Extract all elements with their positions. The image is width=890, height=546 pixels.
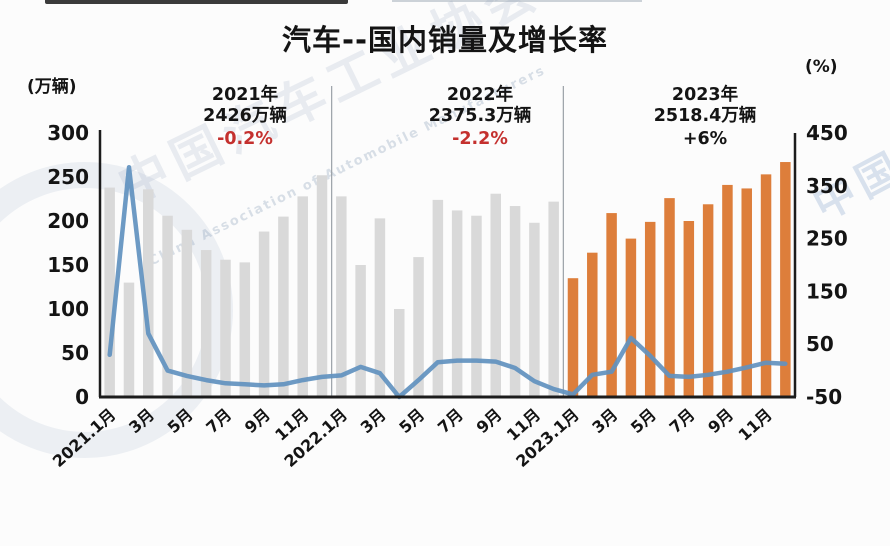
- sales-bar: [451, 210, 463, 397]
- sales-bar: [336, 196, 347, 397]
- sales-bar: [432, 199, 444, 397]
- sales-bar: [297, 196, 308, 397]
- sales-bar: [200, 250, 212, 397]
- right-axis-tick-label: 150: [806, 279, 848, 303]
- x-axis-tick-label: 11月: [735, 405, 776, 445]
- annotation-2021-growth: -0.2%: [217, 129, 273, 149]
- sales-bar: [316, 175, 328, 397]
- sales-bar: [143, 189, 154, 397]
- annotation-2022-growth: -2.2%: [452, 129, 508, 149]
- left-axis-tick-label: 300: [47, 121, 89, 145]
- annotation-2023-year: 2023年: [671, 85, 739, 105]
- annotation-2022-volume: 2375.3万辆: [428, 106, 532, 126]
- left-axis-tick-label: 200: [47, 209, 89, 233]
- annotation-2022-year: 2022年: [446, 85, 514, 105]
- sales-bar: [702, 204, 714, 397]
- sales-bar: [220, 259, 231, 397]
- sales-bar: [567, 278, 579, 397]
- x-axis-tick-label: 5月: [627, 405, 660, 437]
- sales-bar: [278, 216, 289, 397]
- sales-bar: [393, 309, 405, 397]
- sales-bar: [413, 257, 424, 397]
- right-axis-tick-label: -50: [806, 385, 842, 409]
- x-axis-tick-label: 3月: [588, 405, 621, 437]
- sales-bar: [239, 262, 251, 397]
- cutoff-text-remnant-faint: [392, 0, 642, 2]
- left-axis-tick-label: 150: [47, 253, 89, 277]
- x-axis-tick-label: 3月: [357, 405, 390, 437]
- annotation-2021-year: 2021年: [211, 85, 279, 105]
- sales-bar: [741, 188, 752, 397]
- sales-bar: [606, 213, 617, 397]
- x-axis-tick-label: 9月: [473, 405, 506, 437]
- left-axis-tick-label: 50: [61, 341, 89, 365]
- sales-bar: [722, 184, 733, 397]
- x-axis-tick-label: 7月: [666, 405, 699, 437]
- annotation-2023-volume: 2518.4万辆: [653, 106, 757, 126]
- watermark-circle: [0, 162, 233, 458]
- sales-bar: [181, 229, 193, 397]
- sales-bar: [374, 218, 386, 397]
- right-axis-unit-label: (%): [805, 57, 838, 77]
- sales-bar: [104, 187, 115, 397]
- left-axis-tick-label: 100: [47, 297, 89, 321]
- x-axis-tick-label: 7月: [434, 405, 467, 437]
- sales-bar: [355, 265, 366, 397]
- sales-bar: [490, 193, 502, 397]
- left-axis-tick-label: 250: [47, 165, 89, 189]
- annotation-2023: 2023年 2518.4万辆 +6%: [600, 85, 810, 150]
- x-axis-tick-label: 9月: [704, 405, 737, 437]
- annotation-2021-volume: 2426万辆: [203, 106, 287, 126]
- sales-bar: [509, 206, 521, 397]
- right-axis-tick-label: 50: [806, 332, 834, 356]
- x-axis-tick-label: 7月: [202, 405, 235, 437]
- sales-bar: [123, 282, 135, 397]
- growth-rate-line: [107, 165, 788, 400]
- sales-bar: [664, 198, 675, 397]
- chart-title: 汽车--国内销量及增长率: [281, 23, 609, 57]
- sales-bar: [258, 231, 270, 397]
- annotation-2022: 2022年 2375.3万辆 -2.2%: [375, 85, 585, 150]
- sales-bar: [162, 215, 173, 397]
- annotation-2023-growth: +6%: [682, 129, 728, 149]
- right-axis-tick-label: 450: [806, 121, 848, 145]
- annotation-2021: 2021年 2426万辆 -0.2%: [140, 85, 350, 150]
- left-axis-unit-label: (万辆): [27, 77, 77, 97]
- sales-bar: [529, 222, 540, 397]
- sales-bar: [587, 252, 598, 397]
- sales-bar: [625, 238, 637, 397]
- sales-bar: [471, 215, 482, 397]
- sales-bar: [760, 174, 772, 397]
- right-axis-tick-label: 250: [806, 227, 848, 251]
- right-axis-tick-label: 350: [806, 174, 848, 198]
- x-axis-tick-label: 5月: [395, 405, 428, 437]
- sales-bar: [780, 162, 791, 397]
- x-axis-tick-label: 9月: [241, 405, 274, 437]
- sales-bar: [548, 201, 559, 397]
- sales-bar: [644, 221, 656, 397]
- cutoff-text-remnant: [45, 0, 348, 4]
- sales-bar: [683, 221, 695, 397]
- left-axis-tick-label: 0: [75, 385, 89, 409]
